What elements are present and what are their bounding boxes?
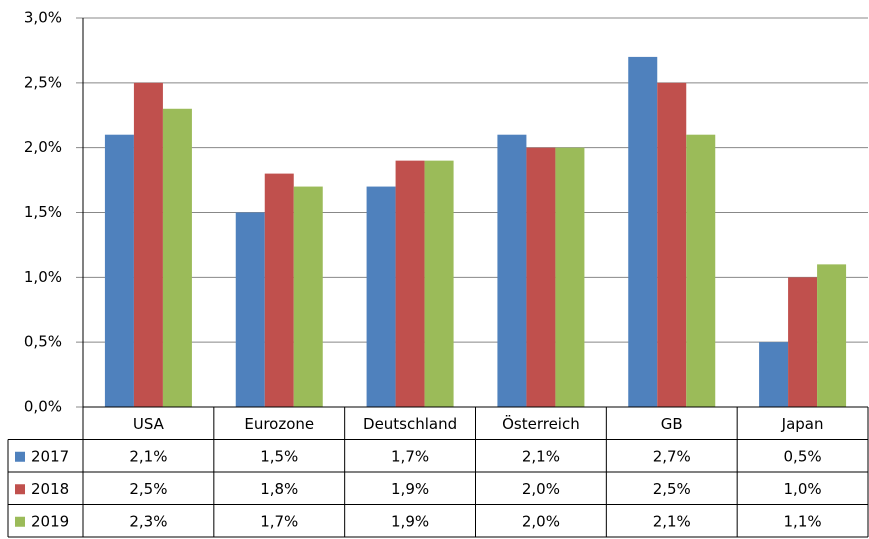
- bar: [817, 264, 847, 407]
- bar: [395, 160, 425, 407]
- table-value: 2,1%: [522, 447, 560, 465]
- legend-label: 2019: [31, 512, 69, 530]
- bar: [366, 186, 396, 407]
- y-tick-label: 3,0%: [24, 9, 62, 27]
- table-value: 2,0%: [522, 480, 560, 498]
- bar: [628, 56, 658, 408]
- table-value: 2,1%: [129, 447, 167, 465]
- legend-key: [15, 451, 25, 462]
- y-tick-label: 0,5%: [24, 333, 62, 351]
- legend-key: [15, 516, 25, 527]
- table-value: 1,8%: [260, 480, 298, 498]
- table-value: 2,1%: [653, 512, 691, 530]
- x-tick-label: Österreich: [502, 414, 580, 433]
- table-value: 2,3%: [129, 512, 167, 530]
- bar: [162, 108, 192, 408]
- table-value: 1,7%: [260, 512, 298, 530]
- table-value: 1,5%: [260, 447, 298, 465]
- x-tick-label: Japan: [781, 415, 824, 433]
- table-value: 1,1%: [784, 512, 822, 530]
- table-value: 1,7%: [391, 447, 429, 465]
- bar: [293, 186, 323, 407]
- table-value: 0,5%: [784, 447, 822, 465]
- x-tick-label: USA: [133, 415, 165, 433]
- bar: [759, 342, 789, 407]
- bar: [686, 134, 716, 407]
- bar: [497, 134, 527, 407]
- bar: [133, 82, 163, 407]
- legend-key: [15, 484, 25, 495]
- y-tick-label: 1,0%: [24, 268, 62, 286]
- table-value: 2,5%: [129, 480, 167, 498]
- table-value: 2,0%: [522, 512, 560, 530]
- x-tick-label: GB: [661, 415, 683, 433]
- y-tick-label: 2,0%: [24, 138, 62, 156]
- table-value: 1,9%: [391, 512, 429, 530]
- x-tick-label: Eurozone: [244, 415, 314, 433]
- table-value: 2,5%: [653, 480, 691, 498]
- table-value: 1,0%: [784, 480, 822, 498]
- bar: [657, 82, 687, 407]
- bar: [555, 147, 585, 407]
- table-value: 1,9%: [391, 480, 429, 498]
- bar: [235, 212, 265, 407]
- y-tick-label: 0,0%: [24, 398, 62, 416]
- bar: [526, 147, 556, 407]
- legend-label: 2017: [31, 447, 69, 465]
- bar: [788, 277, 818, 407]
- y-tick-label: 1,5%: [24, 203, 62, 221]
- bar: [264, 173, 294, 407]
- bar: [104, 134, 134, 407]
- bar: [424, 160, 454, 407]
- y-tick-label: 2,5%: [24, 73, 62, 91]
- table-value: 2,7%: [653, 447, 691, 465]
- x-tick-label: Deutschland: [363, 415, 457, 433]
- legend-label: 2018: [31, 480, 69, 498]
